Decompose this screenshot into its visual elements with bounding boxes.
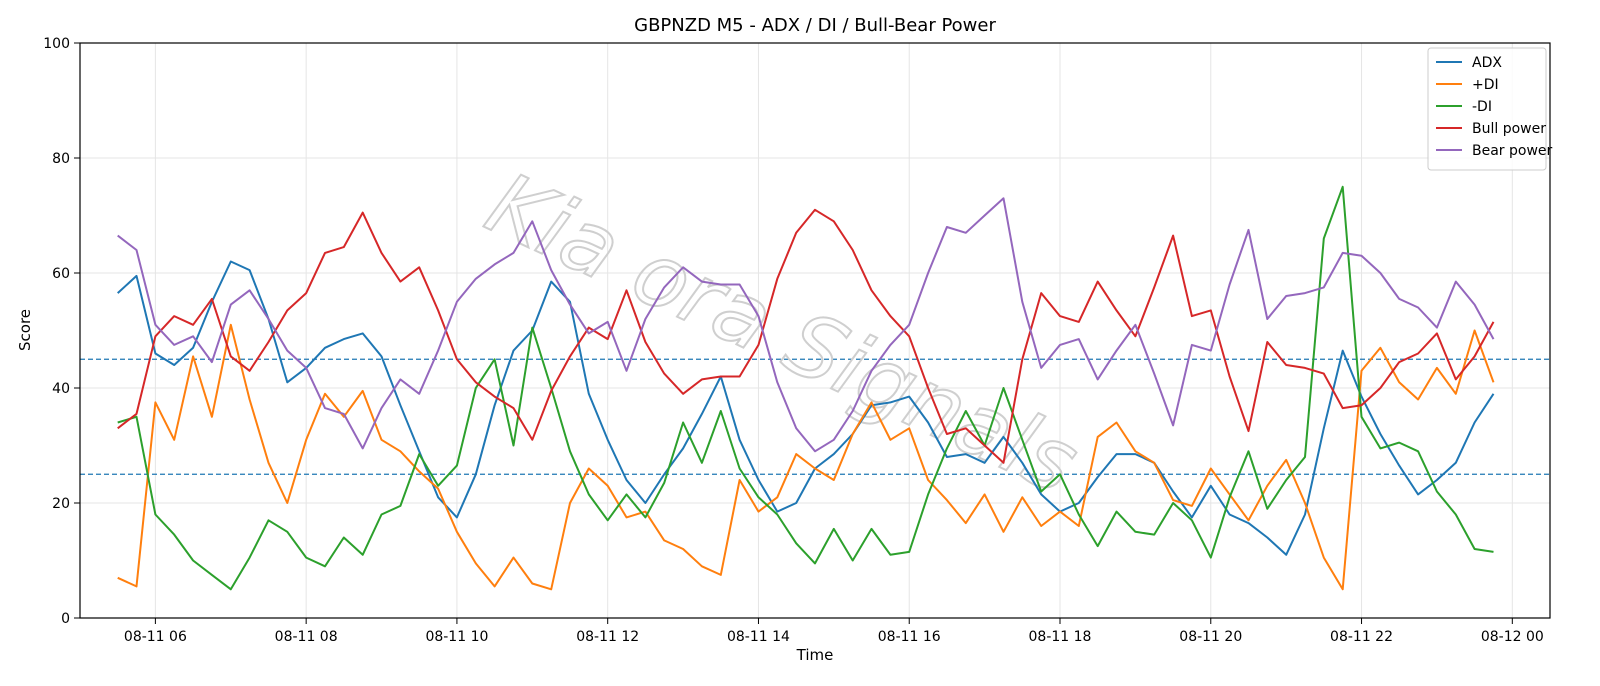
series-line-bull-power [117, 208, 1495, 464]
x-tick-label: 08-12 00 [1481, 629, 1544, 645]
y-tick-label: 80 [52, 151, 70, 167]
x-tick-label: 08-11 10 [425, 629, 488, 645]
series-line-bear-power [117, 197, 1495, 453]
y-tick-label: 20 [52, 496, 70, 512]
legend-label: Bear power [1472, 143, 1553, 159]
series-line-di [117, 185, 1494, 591]
x-tick-label: 08-11 14 [727, 629, 790, 645]
y-tick-label: 60 [52, 266, 70, 282]
y-axis: 0 20 40 60 80 100 [43, 36, 80, 627]
grid [80, 42, 1550, 619]
y-axis-label: Score [16, 309, 34, 351]
y-tick-label: 100 [43, 36, 70, 52]
x-tick-label: 08-11 12 [576, 629, 639, 645]
legend-label: Bull power [1472, 121, 1546, 137]
legend-label: +DI [1472, 77, 1499, 93]
chart-title: GBPNZD M5 - ADX / DI / Bull-Bear Power [634, 15, 996, 36]
series-line-di [117, 323, 1495, 591]
x-tick-label: 08-11 06 [124, 629, 187, 645]
y-tick-label: 40 [52, 381, 70, 397]
legend-label: ADX [1472, 55, 1502, 71]
legend-label: -DI [1472, 99, 1492, 115]
series-line-adx [117, 260, 1495, 556]
legend: ADX +DI -DI Bull power Bear power [1427, 47, 1553, 171]
series-lines [117, 185, 1495, 591]
x-tick-label: 08-11 16 [878, 629, 941, 645]
x-tick-label: 08-11 20 [1179, 629, 1242, 645]
legend-box [1427, 47, 1547, 171]
x-axis: 08-11 06 08-11 08 08-11 10 08-11 12 08-11 14… [124, 618, 1544, 645]
reference-lines [80, 358, 1550, 475]
x-tick-label: 08-11 18 [1029, 629, 1092, 645]
x-tick-label: 08-11 08 [275, 629, 338, 645]
y-tick-label: 0 [61, 611, 70, 627]
x-tick-label: 08-11 22 [1330, 629, 1393, 645]
x-axis-label: Time [796, 646, 834, 664]
plot-area-frame [79, 42, 1551, 619]
